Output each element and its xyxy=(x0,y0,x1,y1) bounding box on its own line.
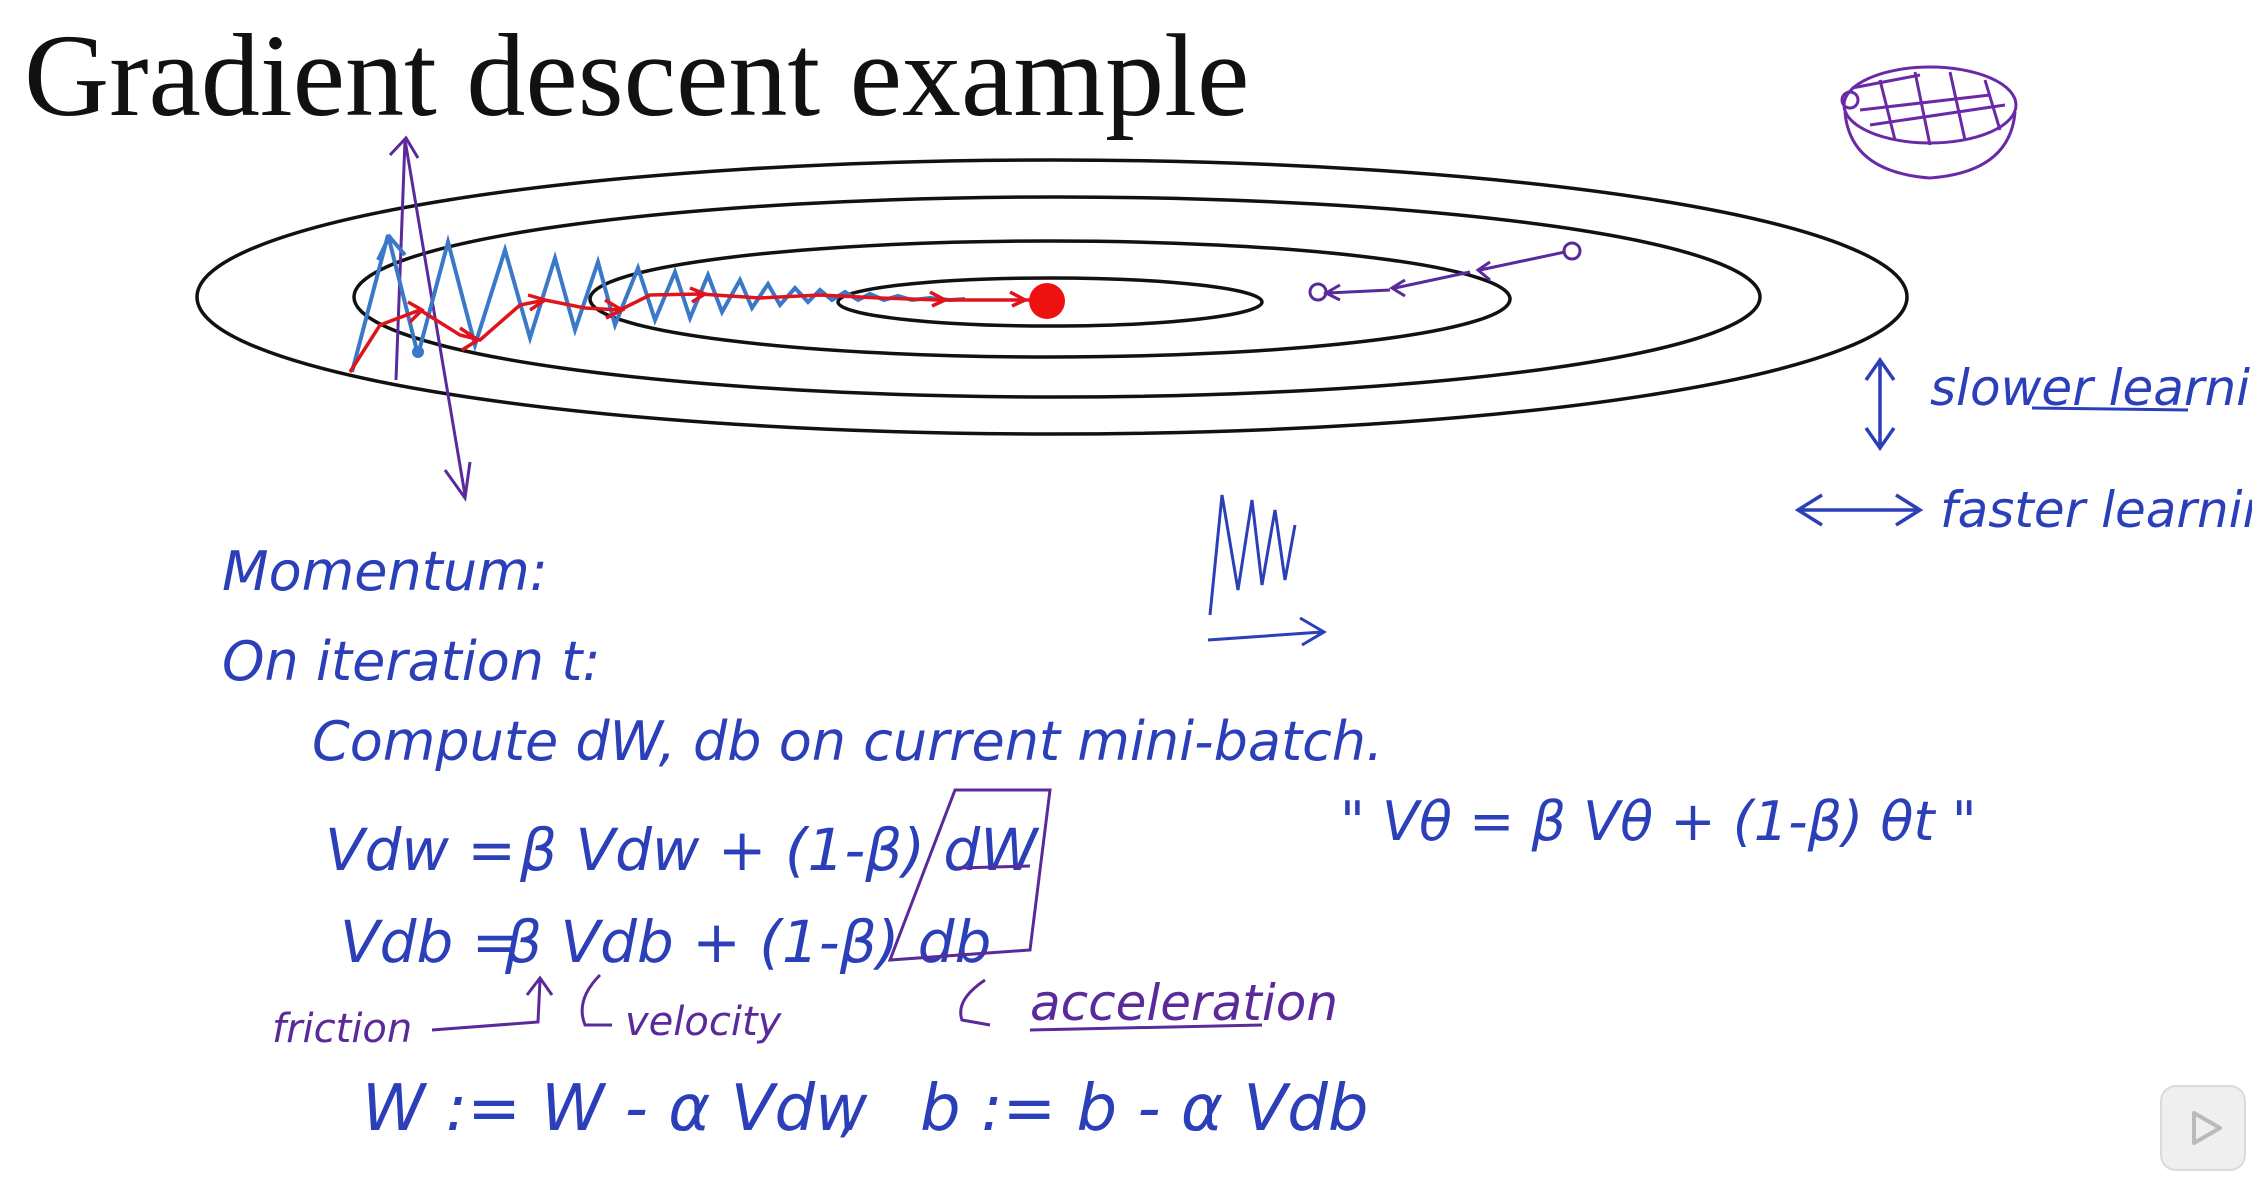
bowl-sketch-icon xyxy=(1840,65,2018,180)
vdb-rhs: β Vdb + (1-β) db xyxy=(504,908,991,976)
velocity-arrow xyxy=(580,973,612,1027)
contour-inner xyxy=(836,276,1264,328)
faster-label: faster learning xyxy=(1940,481,2252,539)
update-separator: , xyxy=(840,1072,860,1146)
acceleration-underline xyxy=(1029,1023,1263,1032)
momentum-arrowheads xyxy=(407,286,1029,352)
dw-underline xyxy=(957,864,1031,870)
velocity-label: velocity xyxy=(625,999,783,1045)
minimum-point xyxy=(1029,283,1065,319)
momentum-heading: Momentum: xyxy=(222,540,548,603)
friction-label: friction xyxy=(272,1006,412,1052)
vdw-rhs: β Vdw + (1-β) dW xyxy=(519,816,1040,884)
video-play-icon[interactable] xyxy=(2160,1085,2246,1171)
compute-line: Compute dW, db on current mini-batch. xyxy=(312,710,1383,773)
contour-outer xyxy=(195,158,1909,436)
contour-2 xyxy=(352,195,1762,399)
update-b: b := b - α Vdb xyxy=(920,1072,1368,1146)
scale-arrows xyxy=(1794,356,1924,527)
zigzag-sketch xyxy=(1207,494,1327,647)
friction-arrow xyxy=(431,975,554,1032)
vdw-lhs: Vdw = xyxy=(325,816,516,884)
slower-underline xyxy=(2031,406,2189,412)
purple-steps xyxy=(1308,241,1582,302)
contour-lines xyxy=(195,158,1909,436)
contour-3 xyxy=(588,239,1512,359)
update-w: W := W - α Vdw xyxy=(362,1072,868,1146)
acceleration-label: acceleration xyxy=(1030,974,1338,1032)
acceleration-box xyxy=(887,788,1052,962)
iteration-line: On iteration t: xyxy=(222,630,601,693)
page-title: Gradient descent example xyxy=(24,10,1250,141)
acceleration-arrow xyxy=(959,978,991,1027)
ewa-formula: " Vθ = β Vθ + (1-β) θt " xyxy=(1340,790,1977,853)
vdb-lhs: Vdb = xyxy=(340,908,520,976)
osc-arrowhead xyxy=(376,233,407,261)
slower-label: slower learning xyxy=(1930,359,2252,417)
osc-start-dot xyxy=(412,346,424,358)
